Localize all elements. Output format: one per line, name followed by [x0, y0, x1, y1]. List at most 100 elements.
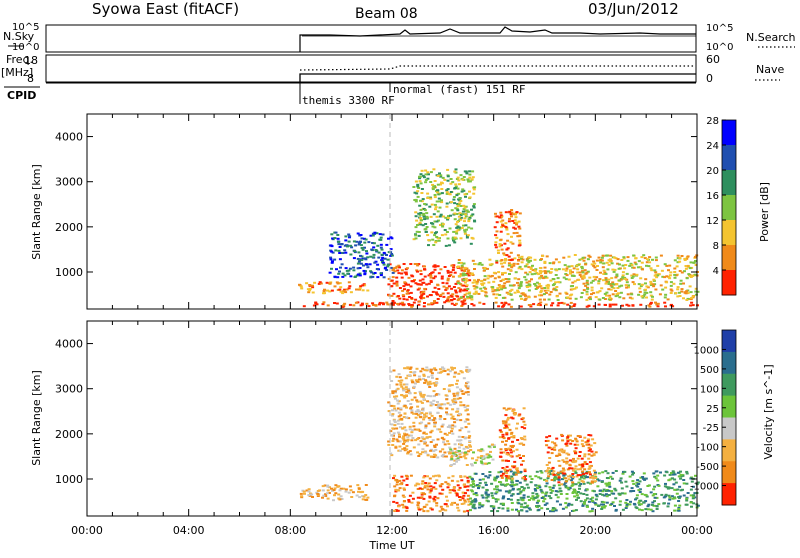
echo-cell: [457, 489, 461, 491]
echo-cell: [393, 485, 397, 488]
echo-cell: [418, 487, 422, 490]
echo-cell: [667, 269, 670, 272]
y-tick-label: 3000: [55, 176, 83, 189]
echo-cell: [533, 496, 537, 499]
echo-cell: [360, 237, 364, 240]
echo-cell: [667, 502, 671, 505]
echo-cell: [562, 460, 566, 463]
echo-cell: [425, 216, 429, 219]
echo-cell: [470, 463, 473, 466]
echo-cell: [547, 475, 551, 478]
echo-cell: [413, 371, 417, 373]
echo-cell: [456, 480, 460, 483]
echo-cell: [414, 200, 418, 203]
echo-cell: [644, 282, 647, 285]
echo-cell: [393, 407, 397, 410]
echo-cell: [302, 305, 306, 308]
echo-cell: [630, 297, 634, 300]
echo-cell: [369, 275, 373, 278]
echo-cell: [606, 268, 610, 271]
echo-cell: [433, 226, 437, 229]
echo-cell: [461, 213, 465, 216]
echo-cell: [392, 292, 396, 295]
echo-cell: [438, 371, 442, 374]
echo-cell: [473, 279, 476, 282]
echo-cell: [521, 498, 525, 500]
echo-cell: [605, 484, 609, 487]
echo-cell: [572, 267, 576, 270]
echo-cell: [670, 495, 674, 498]
power-colorbar-label: Power [dB]: [758, 182, 771, 242]
echo-cell: [522, 407, 526, 410]
echo-cell: [463, 299, 467, 302]
echo-cell: [463, 485, 467, 488]
echo-cell: [498, 436, 502, 439]
echo-cell: [517, 414, 521, 417]
echo-cell: [625, 485, 629, 488]
echo-cell: [433, 203, 437, 206]
echo-cell: [430, 203, 434, 206]
echo-cell: [337, 272, 341, 275]
echo-cell: [446, 486, 450, 489]
echo-cell: [654, 271, 658, 274]
echo-cell: [414, 416, 418, 419]
echo-cell: [466, 489, 470, 492]
echo-cell: [405, 506, 409, 509]
echo-cell: [641, 296, 645, 299]
echo-cell: [385, 269, 389, 271]
echo-cell: [338, 489, 342, 492]
echo-cell: [486, 500, 490, 503]
echo-cell: [380, 253, 384, 256]
echo-cell: [540, 507, 544, 510]
echo-cell: [453, 459, 457, 462]
echo-cell: [456, 414, 460, 417]
echo-cell: [578, 478, 582, 481]
echo-cell: [527, 261, 531, 264]
echo-cell: [632, 254, 636, 257]
echo-cell: [474, 492, 478, 494]
echo-cell: [504, 440, 508, 442]
echo-cell: [432, 390, 436, 393]
echo-cell: [578, 271, 582, 274]
echo-cell: [640, 493, 644, 496]
echo-cell: [355, 288, 358, 291]
echo-cell: [501, 223, 504, 226]
echo-cell: [472, 503, 476, 506]
echo-cell: [447, 296, 451, 298]
echo-cell: [523, 435, 527, 438]
echo-cell: [458, 290, 462, 293]
echo-cell: [391, 444, 395, 446]
echo-cell: [345, 269, 349, 272]
echo-cell: [401, 437, 405, 440]
echo-cell: [521, 460, 525, 462]
echo-cell: [587, 254, 591, 257]
echo-cell: [397, 379, 401, 382]
echo-cell: [554, 258, 558, 261]
echo-cell: [506, 452, 510, 454]
echo-cell: [326, 484, 330, 487]
echo-cell: [405, 433, 409, 436]
echo-cell: [439, 183, 442, 186]
echo-cell: [458, 486, 462, 489]
echo-cell: [504, 443, 508, 446]
echo-cell: [464, 384, 468, 387]
echo-cell: [543, 260, 547, 263]
echo-cell: [463, 170, 467, 173]
echo-cell: [376, 244, 380, 247]
echo-cell: [330, 289, 334, 292]
echo-cell: [403, 281, 407, 284]
echo-cell: [534, 284, 538, 287]
echo-cell: [497, 252, 500, 254]
echo-cell: [423, 493, 427, 496]
echo-cell: [448, 193, 452, 196]
echo-cell: [416, 183, 420, 186]
echo-cell: [581, 445, 585, 448]
echo-cell: [352, 304, 356, 307]
echo-cell: [411, 381, 415, 384]
echo-cell: [326, 497, 330, 500]
echo-cell: [548, 435, 552, 438]
echo-cell: [424, 230, 428, 233]
echo-cell: [576, 474, 580, 477]
echo-cell: [523, 427, 527, 430]
echo-cell: [644, 278, 648, 281]
